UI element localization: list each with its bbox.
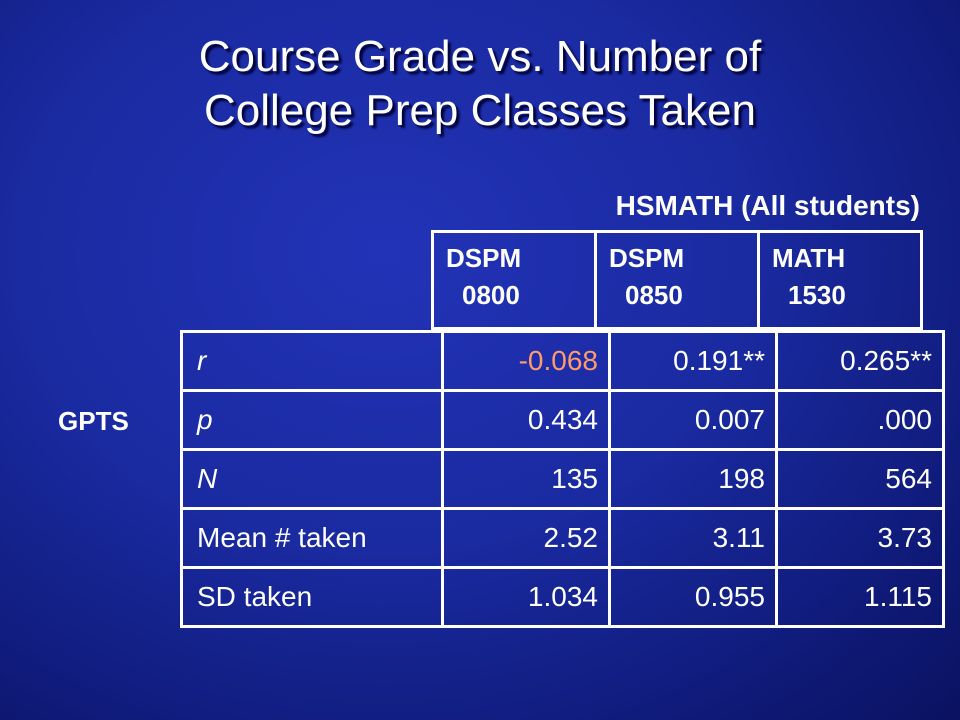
table-row: r -0.068 0.191** 0.265**	[180, 330, 945, 392]
column-header-line-1: MATH	[772, 243, 846, 273]
row-label: p	[180, 389, 444, 451]
table-cell: 2.52	[441, 507, 611, 569]
table-cell: 135	[441, 448, 611, 510]
row-label: r	[180, 330, 444, 392]
title-line-1: Course Grade vs. Number of	[198, 32, 762, 81]
row-group-label: GPTS	[58, 406, 129, 436]
column-header-line-2: 0800	[462, 280, 520, 310]
title-line-2: College Prep Classes Taken	[204, 86, 756, 135]
table-cell: 1.115	[775, 566, 945, 628]
column-header-line-1: DSPM	[446, 243, 522, 273]
table-cell: 0.007	[608, 389, 778, 451]
table-row: p 0.434 0.007 .000	[180, 389, 945, 451]
table-cell: 0.434	[441, 389, 611, 451]
header-row: DSPM 0800 DSPM 0850 MATH 1530	[431, 230, 923, 330]
column-header: DSPM 0800	[431, 230, 597, 330]
column-header-line-1: DSPM	[609, 243, 685, 273]
table-row: Mean # taken 2.52 3.11 3.73	[180, 507, 945, 569]
statistics-table: r -0.068 0.191** 0.265** p 0.434 0.007 .…	[180, 330, 945, 628]
table-cell: 0.265**	[775, 330, 945, 392]
row-label: SD taken	[180, 566, 444, 628]
column-header-line-2: 1530	[788, 280, 846, 310]
column-header: DSPM 0850	[594, 230, 760, 330]
table-cell: 3.73	[775, 507, 945, 569]
table-cell: .000	[775, 389, 945, 451]
table-cell: 0.191**	[608, 330, 778, 392]
slide-title: Course Grade vs. Number of College Prep …	[0, 30, 960, 138]
column-header: MATH 1530	[757, 230, 923, 330]
column-header-line-2: 0850	[625, 280, 683, 310]
table-row: N 135 198 564	[180, 448, 945, 510]
column-header-grid: DSPM 0800 DSPM 0850 MATH 1530	[431, 230, 923, 330]
table-row: SD taken 1.034 0.955 1.115	[180, 566, 945, 628]
table-cell: 564	[775, 448, 945, 510]
table-cell: -0.068	[441, 330, 611, 392]
table-cell: 0.955	[608, 566, 778, 628]
table-cell: 1.034	[441, 566, 611, 628]
table-cell: 3.11	[608, 507, 778, 569]
row-label: N	[180, 448, 444, 510]
table-subtitle: HSMATH (All students)	[615, 190, 920, 221]
row-label: Mean # taken	[180, 507, 444, 569]
table-cell: 198	[608, 448, 778, 510]
